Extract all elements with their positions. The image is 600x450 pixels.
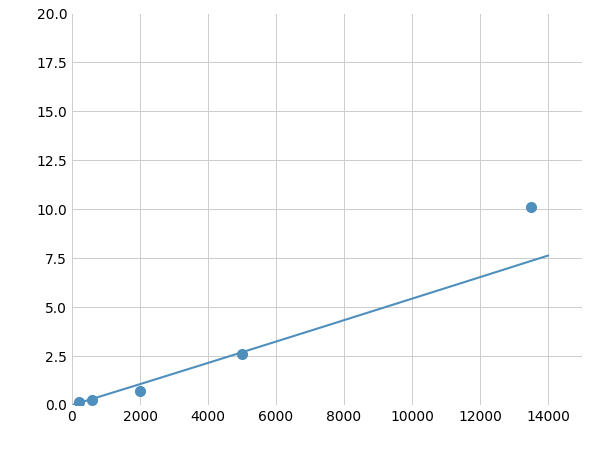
Point — [237, 351, 247, 358]
Point — [88, 396, 97, 404]
Point — [74, 398, 83, 405]
Point — [135, 388, 145, 395]
Point — [526, 204, 536, 211]
